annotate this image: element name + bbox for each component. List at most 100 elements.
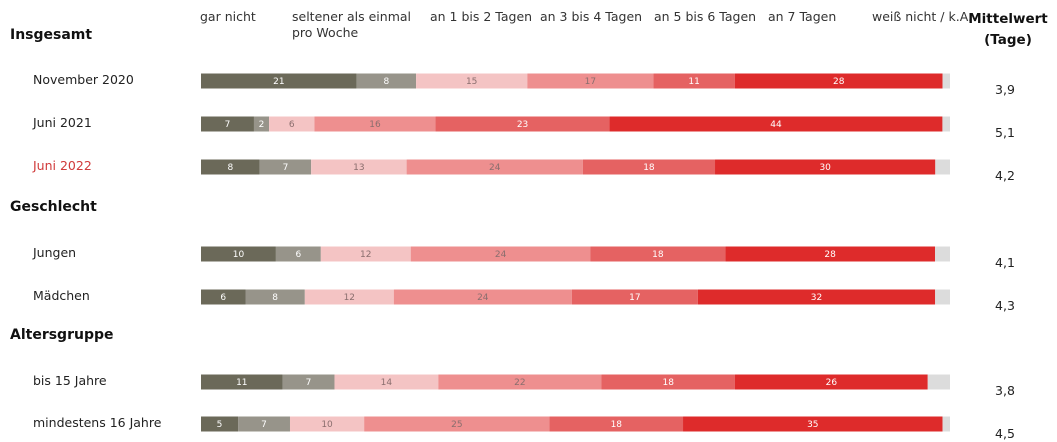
bar-segment (259, 159, 312, 175)
data-label: 18 (662, 378, 674, 388)
mean-value: 3,9 (995, 82, 1015, 97)
bar-segment (927, 374, 950, 390)
bar-segment (253, 116, 270, 132)
bar-segment (601, 374, 735, 390)
row-label: bis 15 Jahre (33, 373, 107, 388)
bar-segment (269, 116, 315, 132)
bar-segment (942, 416, 950, 432)
mean-value: 4,2 (995, 168, 1015, 183)
mean-value: 3,8 (995, 383, 1015, 398)
legend-item: an 3 bis 4 Tagen (540, 9, 643, 24)
bar-segment (582, 159, 716, 175)
mean-value: 4,3 (995, 298, 1015, 313)
bar-segment (201, 116, 254, 132)
bar-segment (201, 73, 357, 89)
bar-segment (314, 116, 436, 132)
data-label: 6 (289, 120, 295, 130)
bar-segment (725, 246, 936, 262)
bar-segment (438, 374, 602, 390)
bar-segment (406, 159, 583, 175)
data-label: 8 (384, 77, 390, 87)
legend-item: an 7 Tagen (768, 9, 837, 24)
mean-header: Mittelwert (Tage) (968, 9, 1048, 51)
bar-segment (527, 73, 654, 89)
row-label: Mädchen (33, 288, 90, 303)
bar-segment (393, 289, 572, 305)
data-label: 5 (217, 420, 223, 430)
data-label: 14 (381, 378, 393, 388)
bar-segment (201, 246, 276, 262)
data-label: 15 (466, 77, 477, 87)
bar-segment (245, 289, 305, 305)
data-label: 18 (611, 420, 623, 430)
data-label: 8 (272, 293, 278, 303)
data-label: 35 (807, 420, 818, 430)
bar-segment (311, 159, 407, 175)
data-label: 11 (236, 378, 247, 388)
mean-header-line2: (Tage) (984, 32, 1032, 48)
bar-segment (356, 73, 417, 89)
section-title: Geschlecht (10, 199, 97, 215)
data-label: 7 (283, 163, 289, 173)
bar-segment (201, 374, 283, 390)
legend-item: an 5 bis 6 Tagen (654, 9, 757, 24)
data-label: 26 (826, 378, 838, 388)
row-label: Jungen (33, 245, 77, 260)
bar-segment (734, 374, 928, 390)
bar-segment (435, 116, 610, 132)
bar-segment (935, 159, 950, 175)
bar-segment (275, 246, 321, 262)
bar-segment (334, 374, 439, 390)
bar-segment (571, 289, 698, 305)
data-label: 23 (517, 120, 528, 130)
data-label: 24 (495, 250, 507, 260)
data-label: 28 (833, 77, 845, 87)
data-label: 7 (261, 420, 267, 430)
bar-segment (653, 73, 735, 89)
data-label: 12 (360, 250, 371, 260)
bar-segment (201, 416, 239, 432)
bar-segment (364, 416, 550, 432)
row-label: November 2020 (33, 72, 134, 87)
legend-item: gar nicht (200, 9, 256, 24)
bar-segment (942, 73, 950, 89)
mean-value: 4,5 (995, 426, 1015, 441)
bar-segment (410, 246, 591, 262)
bar-segment (935, 246, 950, 262)
bar-segment (609, 116, 943, 132)
bar-segment (238, 416, 290, 432)
section-title: Altersgruppe (10, 327, 114, 343)
bar-segment (715, 159, 936, 175)
data-label: 8 (228, 163, 234, 173)
bar-segment (320, 246, 411, 262)
data-label: 10 (321, 420, 333, 430)
data-label: 13 (353, 163, 364, 173)
data-label: 6 (296, 250, 302, 260)
row-label: mindestens 16 Jahre (33, 415, 162, 430)
bar-segment (304, 289, 394, 305)
data-label: 7 (225, 120, 231, 130)
data-label: 18 (652, 250, 664, 260)
bar-segment (697, 289, 936, 305)
data-label: 28 (824, 250, 836, 260)
bar-segment (935, 289, 950, 305)
data-label: 2 (259, 120, 265, 130)
bar-segment (683, 416, 943, 432)
legend-item: an 1 bis 2 Tagen (430, 9, 533, 24)
row-label: Juni 2022 (33, 158, 92, 173)
section-title: Insgesamt (10, 27, 93, 43)
data-label: 32 (811, 293, 822, 303)
data-label: 24 (489, 163, 501, 173)
bar-segment (201, 159, 260, 175)
data-label: 21 (273, 77, 284, 87)
bar-segment (416, 73, 528, 89)
data-label: 18 (643, 163, 655, 173)
bar-segment (289, 416, 365, 432)
data-label: 10 (233, 250, 245, 260)
data-label: 44 (770, 120, 782, 130)
data-label: 17 (629, 293, 640, 303)
mean-value: 4,1 (995, 255, 1015, 270)
data-label: 22 (514, 378, 525, 388)
data-label: 17 (585, 77, 596, 87)
